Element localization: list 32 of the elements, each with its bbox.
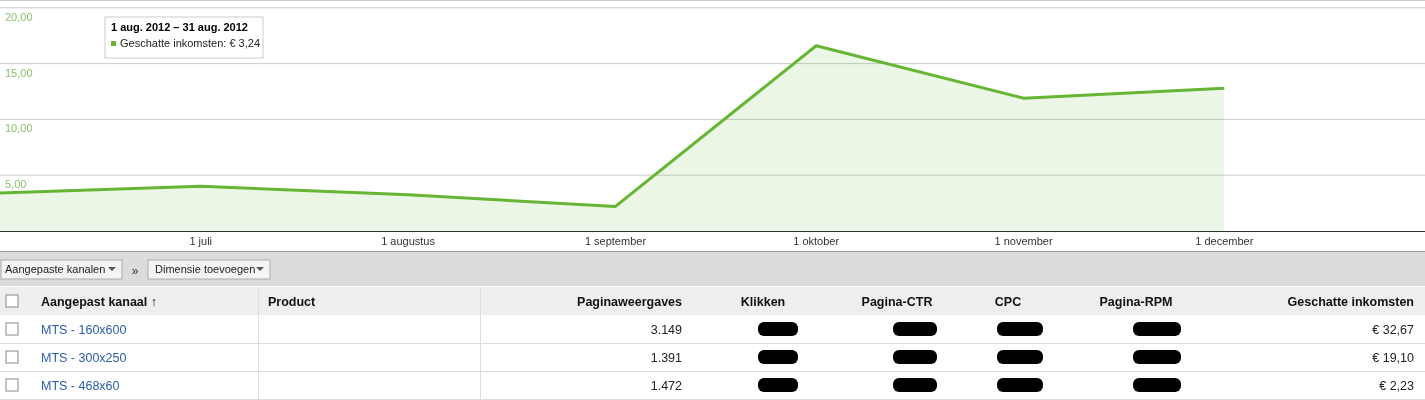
- text: MTS - 300x250: [41, 351, 127, 365]
- x-tick-label: 1 december: [1195, 235, 1254, 247]
- annotation: Geschatte inkomsten: € 3,24: [120, 37, 261, 49]
- text: Pagina-RPM: [1099, 295, 1173, 309]
- y-tick-label: 20,00: [5, 10, 33, 23]
- x-tick-label: 1 oktober: [793, 235, 840, 247]
- text: Pagina-CTR: [861, 295, 933, 309]
- y-tick-label: 15,00: [5, 66, 33, 79]
- text: Klikken: [740, 295, 786, 309]
- text: 3.149: [650, 323, 683, 337]
- text: CPC: [994, 295, 1022, 309]
- x-tick-label: 1 augustus: [381, 235, 436, 247]
- text: »: [131, 264, 139, 278]
- text: Aangepast kanaal ↑: [41, 295, 158, 309]
- text: MTS - 468x60: [41, 379, 120, 393]
- text: € 19,10: [1372, 351, 1415, 365]
- y-tick-label: 10,00: [5, 122, 33, 135]
- text: Dimensie toevoegen: [155, 263, 256, 275]
- text: Paginaweergaves: [577, 295, 683, 309]
- annotation: 1 aug. 2012 – 31 aug. 2012: [111, 21, 248, 33]
- text: Aangepaste kanalen: [5, 263, 106, 275]
- text: € 32,67: [1372, 323, 1415, 337]
- x-tick-label: 1 juli: [189, 235, 213, 247]
- text: MTS - 160x600: [41, 323, 127, 337]
- text: € 2,23: [1379, 379, 1415, 393]
- text: Product: [268, 295, 317, 309]
- text: 1.391: [650, 351, 683, 365]
- y-tick-label: 5,00: [5, 178, 27, 191]
- text: Geschatte inkomsten: [1287, 295, 1414, 309]
- text: 1.472: [650, 379, 683, 393]
- x-tick-label: 1 september: [584, 235, 647, 247]
- x-tick-label: 1 november: [994, 235, 1053, 247]
